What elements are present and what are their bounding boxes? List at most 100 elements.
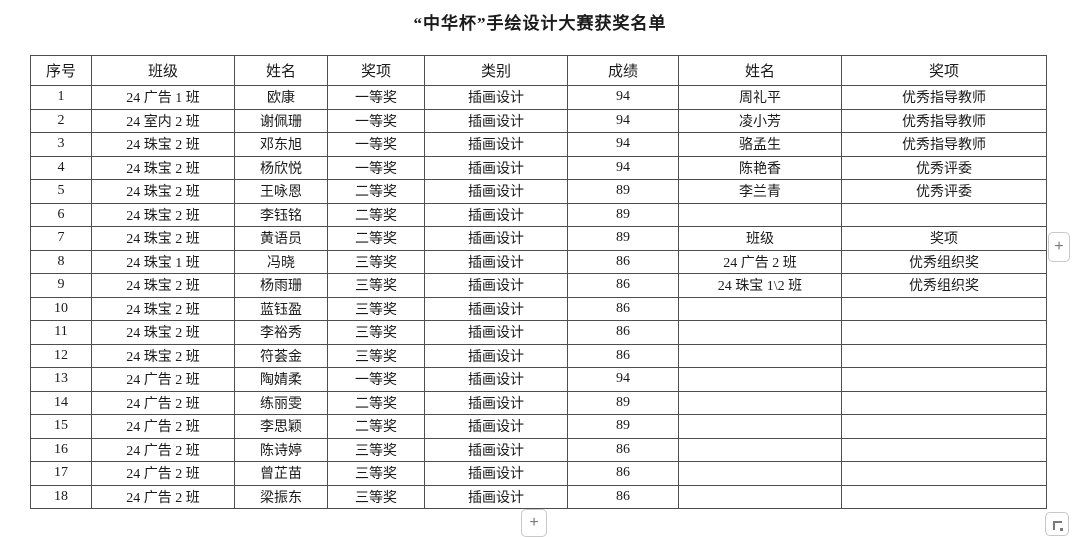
- table-cell[interactable]: 86: [567, 320, 679, 345]
- table-cell[interactable]: [841, 437, 1047, 462]
- table-cell[interactable]: 二等奖: [327, 390, 425, 415]
- table-cell[interactable]: 三等奖: [327, 273, 425, 298]
- table-resize-handle[interactable]: [1045, 512, 1069, 536]
- table-cell[interactable]: 24 珠宝 1 班: [91, 249, 235, 274]
- table-cell[interactable]: 24 广告 2 班: [91, 437, 235, 462]
- table-cell[interactable]: 9: [30, 273, 92, 298]
- table-cell[interactable]: 24 珠宝 1\2 班: [678, 273, 842, 298]
- table-cell[interactable]: 86: [567, 296, 679, 321]
- table-cell[interactable]: 优秀组织奖: [841, 249, 1047, 274]
- table-cell[interactable]: 三等奖: [327, 320, 425, 345]
- table-cell[interactable]: 二等奖: [327, 226, 425, 251]
- table-cell[interactable]: 插画设计: [424, 484, 568, 509]
- table-cell[interactable]: 三等奖: [327, 296, 425, 321]
- table-cell[interactable]: 杨欣悦: [234, 155, 328, 180]
- table-cell[interactable]: 12: [30, 343, 92, 368]
- table-cell[interactable]: [841, 343, 1047, 368]
- header-cell-category[interactable]: 类别: [424, 55, 568, 86]
- table-cell[interactable]: 插画设计: [424, 226, 568, 251]
- table-cell[interactable]: 89: [567, 179, 679, 204]
- table-cell[interactable]: 优秀指导教师: [841, 85, 1047, 110]
- table-cell[interactable]: 10: [30, 296, 92, 321]
- table-cell[interactable]: 三等奖: [327, 249, 425, 274]
- header-cell-award[interactable]: 奖项: [327, 55, 425, 86]
- table-cell[interactable]: 插画设计: [424, 155, 568, 180]
- table-cell[interactable]: 欧康: [234, 85, 328, 110]
- table-cell[interactable]: [678, 320, 842, 345]
- table-cell[interactable]: 插画设计: [424, 249, 568, 274]
- table-cell[interactable]: 14: [30, 390, 92, 415]
- table-cell[interactable]: 谢佩珊: [234, 108, 328, 133]
- table-cell[interactable]: 13: [30, 367, 92, 392]
- table-cell[interactable]: 24 珠宝 2 班: [91, 202, 235, 227]
- table-cell[interactable]: 优秀指导教师: [841, 132, 1047, 157]
- table-cell[interactable]: [841, 484, 1047, 509]
- table-cell[interactable]: 24 珠宝 2 班: [91, 320, 235, 345]
- table-cell[interactable]: 优秀组织奖: [841, 273, 1047, 298]
- table-cell[interactable]: [841, 202, 1047, 227]
- table-cell[interactable]: 插画设计: [424, 320, 568, 345]
- header-cell-index[interactable]: 序号: [30, 55, 92, 86]
- table-cell[interactable]: 17: [30, 461, 92, 486]
- table-cell[interactable]: 24 珠宝 2 班: [91, 343, 235, 368]
- table-cell[interactable]: 86: [567, 437, 679, 462]
- table-cell[interactable]: 24 珠宝 2 班: [91, 179, 235, 204]
- table-cell[interactable]: 三等奖: [327, 343, 425, 368]
- table-cell[interactable]: 6: [30, 202, 92, 227]
- table-cell[interactable]: 94: [567, 367, 679, 392]
- table-cell[interactable]: 李兰青: [678, 179, 842, 204]
- table-cell[interactable]: 94: [567, 155, 679, 180]
- table-cell[interactable]: 杨雨珊: [234, 273, 328, 298]
- table-cell[interactable]: 插画设计: [424, 390, 568, 415]
- table-cell[interactable]: [678, 437, 842, 462]
- table-cell[interactable]: 冯晓: [234, 249, 328, 274]
- table-cell[interactable]: [678, 390, 842, 415]
- table-cell[interactable]: 陈诗婷: [234, 437, 328, 462]
- table-cell[interactable]: [841, 414, 1047, 439]
- table-cell[interactable]: 一等奖: [327, 155, 425, 180]
- header-cell-score[interactable]: 成绩: [567, 55, 679, 86]
- table-cell[interactable]: [841, 367, 1047, 392]
- table-cell[interactable]: [841, 320, 1047, 345]
- table-cell[interactable]: 符荟金: [234, 343, 328, 368]
- header-cell-award-2[interactable]: 奖项: [841, 55, 1047, 86]
- table-cell[interactable]: 陈艳香: [678, 155, 842, 180]
- table-cell[interactable]: 王咏恩: [234, 179, 328, 204]
- table-cell[interactable]: 三等奖: [327, 437, 425, 462]
- table-cell[interactable]: 三等奖: [327, 461, 425, 486]
- table-cell[interactable]: 24 广告 1 班: [91, 85, 235, 110]
- table-cell[interactable]: 奖项: [841, 226, 1047, 251]
- table-cell[interactable]: 插画设计: [424, 202, 568, 227]
- table-cell[interactable]: 插画设计: [424, 85, 568, 110]
- table-cell[interactable]: 插画设计: [424, 132, 568, 157]
- table-cell[interactable]: 一等奖: [327, 85, 425, 110]
- header-cell-name[interactable]: 姓名: [234, 55, 328, 86]
- table-cell[interactable]: 94: [567, 108, 679, 133]
- table-cell[interactable]: 邓东旭: [234, 132, 328, 157]
- table-cell[interactable]: 8: [30, 249, 92, 274]
- table-cell[interactable]: [678, 343, 842, 368]
- table-cell[interactable]: 24 广告 2 班: [91, 461, 235, 486]
- table-cell[interactable]: 11: [30, 320, 92, 345]
- table-cell[interactable]: [678, 484, 842, 509]
- table-cell[interactable]: 插画设计: [424, 437, 568, 462]
- table-cell[interactable]: 黄语员: [234, 226, 328, 251]
- table-cell[interactable]: 李思颖: [234, 414, 328, 439]
- table-cell[interactable]: 24 广告 2 班: [91, 367, 235, 392]
- table-cell[interactable]: [678, 367, 842, 392]
- table-cell[interactable]: 24 珠宝 2 班: [91, 296, 235, 321]
- table-cell[interactable]: 蓝钰盈: [234, 296, 328, 321]
- table-cell[interactable]: 89: [567, 226, 679, 251]
- table-cell[interactable]: 2: [30, 108, 92, 133]
- table-cell[interactable]: 三等奖: [327, 484, 425, 509]
- table-cell[interactable]: 24 广告 2 班: [91, 390, 235, 415]
- table-cell[interactable]: 18: [30, 484, 92, 509]
- table-cell[interactable]: 86: [567, 461, 679, 486]
- table-cell[interactable]: [678, 296, 842, 321]
- table-cell[interactable]: 插画设计: [424, 461, 568, 486]
- table-cell[interactable]: 练丽雯: [234, 390, 328, 415]
- table-cell[interactable]: 1: [30, 85, 92, 110]
- table-cell[interactable]: 二等奖: [327, 202, 425, 227]
- table-cell[interactable]: 一等奖: [327, 367, 425, 392]
- header-cell-class[interactable]: 班级: [91, 55, 235, 86]
